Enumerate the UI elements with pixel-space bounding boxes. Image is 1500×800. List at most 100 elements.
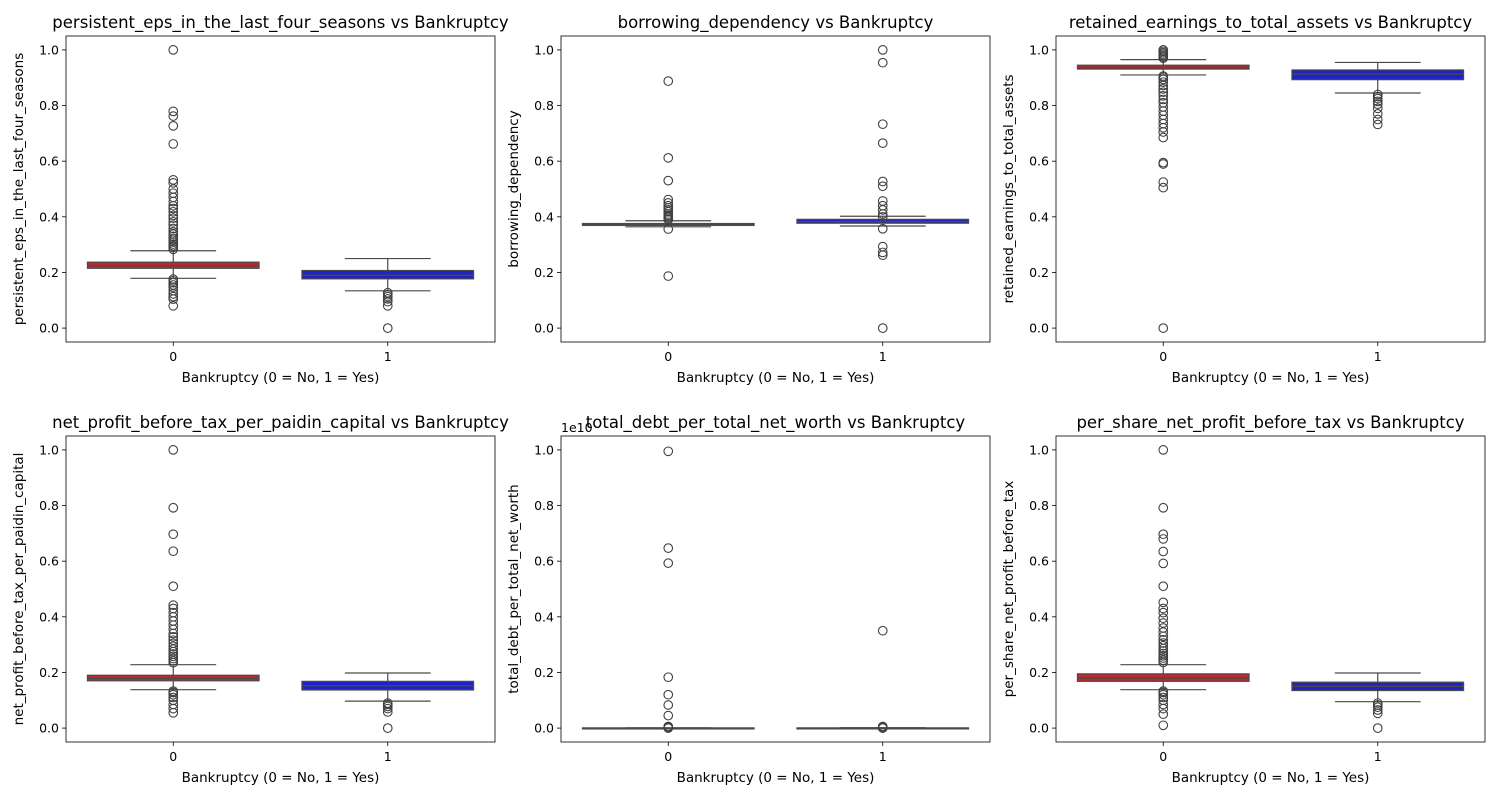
axes-frame [1055, 35, 1486, 343]
outlier-point [1158, 97, 1169, 108]
chart-title: per_share_net_profit_before_tax vs Bankr… [1076, 413, 1464, 433]
x-tick-label: 1 [1374, 749, 1382, 764]
y-tick-label: 0.8 [534, 498, 554, 513]
x-tick-label: 0 [664, 749, 672, 764]
axes-frame [65, 35, 496, 343]
outlier-point [663, 76, 674, 86]
x-tick-label: 0 [664, 349, 672, 364]
outlier-point [168, 445, 179, 455]
outlier-point [168, 139, 179, 149]
x-tick-label: 1 [384, 749, 392, 764]
outlier-point [1372, 96, 1383, 107]
x-tick-label: 1 [879, 749, 887, 764]
outlier-point [168, 213, 179, 224]
outlier-point [382, 300, 393, 311]
x-tick-label: 0 [169, 749, 177, 764]
x-axis-label: Bankruptcy (0 = No, 1 = Yes) [677, 770, 875, 786]
outlier-point [382, 723, 393, 733]
outlier-point [1158, 597, 1169, 608]
outlier-point [877, 181, 888, 192]
x-axis-label: Bankruptcy (0 = No, 1 = Yes) [677, 370, 875, 386]
outlier-point [168, 291, 179, 302]
outlier-point [663, 558, 674, 568]
box-group-class-1 [1291, 61, 1465, 130]
x-tick-label: 1 [384, 349, 392, 364]
outlier-point [1158, 534, 1169, 544]
y-tick-label: 1.0 [534, 442, 554, 457]
outlier-point [168, 223, 179, 234]
outlier-point [663, 710, 674, 721]
outlier-point [1372, 723, 1383, 733]
outlier-point [168, 188, 179, 199]
y-tick-label: 0.4 [534, 209, 554, 224]
outlier-point [1158, 627, 1169, 637]
outlier-point [168, 638, 179, 649]
chart-panel-4: net_profit_before_tax_per_paidin_capital… [11, 413, 509, 786]
outlier-point [1158, 692, 1169, 703]
outlier-point [168, 529, 179, 540]
outlier-point [1158, 102, 1169, 112]
outlier-point [1158, 638, 1169, 648]
outlier-point [1372, 698, 1383, 708]
outlier-point [168, 206, 179, 217]
outlier-point [168, 600, 179, 610]
x-axis-label: Bankruptcy (0 = No, 1 = Yes) [182, 370, 380, 386]
outlier-point [877, 721, 888, 732]
y-tick-label: 0.0 [1029, 321, 1049, 336]
outlier-point [1158, 71, 1169, 81]
y-axis-label: persistent_eps_in_the_last_four_seasons [11, 53, 27, 326]
x-tick-label: 0 [1159, 749, 1167, 764]
outlier-point [1158, 502, 1169, 513]
outlier-point [663, 175, 674, 186]
outlier-point [168, 226, 179, 237]
outlier-point [877, 45, 888, 55]
chart-panel-6: per_share_net_profit_before_tax vs Bankr… [1001, 413, 1486, 786]
outlier-point [1158, 640, 1169, 651]
y-tick-label: 0.4 [534, 609, 554, 624]
outlier-point [1158, 635, 1169, 645]
outlier-point [168, 274, 179, 284]
outlier-point [877, 200, 888, 211]
outlier-point [1158, 445, 1169, 455]
outlier-point [1158, 77, 1169, 88]
axes-frame [560, 35, 991, 343]
y-tick-label: 0.6 [1029, 554, 1049, 569]
outlier-point [168, 692, 179, 703]
outlier-point [1158, 546, 1169, 557]
outlier-point [1158, 623, 1169, 633]
outlier-point [168, 631, 179, 642]
outlier-point [1158, 87, 1169, 98]
y-tick-label: 0.8 [39, 98, 59, 113]
outlier-point [663, 672, 674, 683]
y-tick-label: 0.2 [1029, 265, 1049, 280]
x-tick-label: 0 [169, 349, 177, 364]
y-tick-label: 0.4 [1029, 609, 1049, 624]
chart-panel-1: persistent_eps_in_the_last_four_seasons … [11, 13, 509, 386]
chart-title: borrowing_dependency vs Bankruptcy [618, 13, 934, 33]
y-tick-label: 0.8 [1029, 98, 1049, 113]
y-axis-label: retained_earnings_to_total_assets [1001, 74, 1017, 303]
outlier-point [1372, 114, 1383, 125]
chart-title: persistent_eps_in_the_last_four_seasons … [52, 13, 509, 33]
y-tick-label: 1.0 [39, 442, 59, 457]
y-tick-label: 0.2 [39, 265, 59, 280]
outlier-point [168, 546, 179, 557]
chart-panel-3: retained_earnings_to_total_assets vs Ban… [1001, 13, 1486, 386]
y-tick-label: 0.8 [534, 98, 554, 113]
axes-frame [1055, 435, 1486, 743]
outlier-point [663, 700, 674, 710]
outlier-point [168, 649, 179, 659]
axes-frame [560, 435, 991, 743]
outlier-point [1158, 132, 1169, 143]
y-tick-label: 0.6 [39, 154, 59, 169]
y-tick-label: 0.2 [534, 665, 554, 680]
outlier-point [877, 119, 888, 130]
y-tick-label: 0.2 [1029, 665, 1049, 680]
outlier-point [382, 698, 393, 708]
outlier-point [663, 689, 674, 700]
outlier-point [168, 106, 179, 117]
y-tick-label: 0.8 [1029, 498, 1049, 513]
outlier-point [663, 200, 674, 211]
y-tick-label: 0.2 [534, 265, 554, 280]
box-group-class-1 [301, 257, 475, 333]
